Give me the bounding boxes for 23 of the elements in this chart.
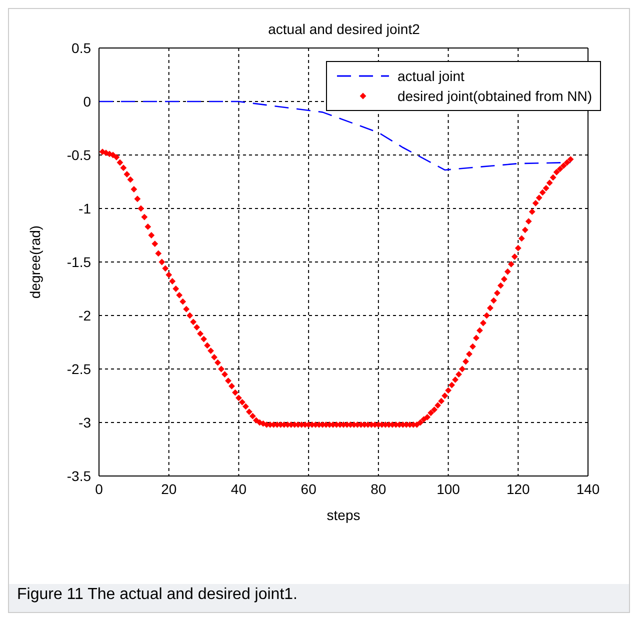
x-tick-label: 80	[370, 480, 386, 497]
x-tick-label: 0	[95, 480, 104, 497]
x-tick-label: 40	[230, 480, 247, 497]
x-tick-label: 100	[436, 480, 460, 497]
legend-label: actual joint	[397, 68, 464, 84]
y-tick-label: -2	[78, 307, 92, 324]
legend-label: desired joint(obtained from NN)	[397, 88, 592, 104]
x-tick-label: 60	[300, 480, 317, 497]
x-tick-label: 140	[576, 480, 600, 497]
x-tick-label: 20	[161, 480, 177, 497]
y-axis-title: degree(rad)	[26, 225, 43, 299]
chart-title: actual and desired joint2	[267, 21, 421, 37]
y-tick-label: -3	[78, 414, 92, 430]
y-tick-label: -3.5	[66, 468, 92, 484]
y-tick-label: -1.5	[66, 254, 92, 270]
y-tick-label: 0	[83, 93, 92, 110]
x-tick-label: 120	[506, 480, 530, 497]
x-axis-title: steps	[326, 507, 360, 523]
y-tick-label: -1	[78, 200, 92, 216]
caption: Figure 11 The actual and desired joint1.	[9, 584, 629, 612]
y-tick-label: 0.5	[72, 40, 92, 56]
y-tick-label: -0.5	[66, 146, 92, 163]
y-tick-label: -2.5	[66, 360, 92, 377]
